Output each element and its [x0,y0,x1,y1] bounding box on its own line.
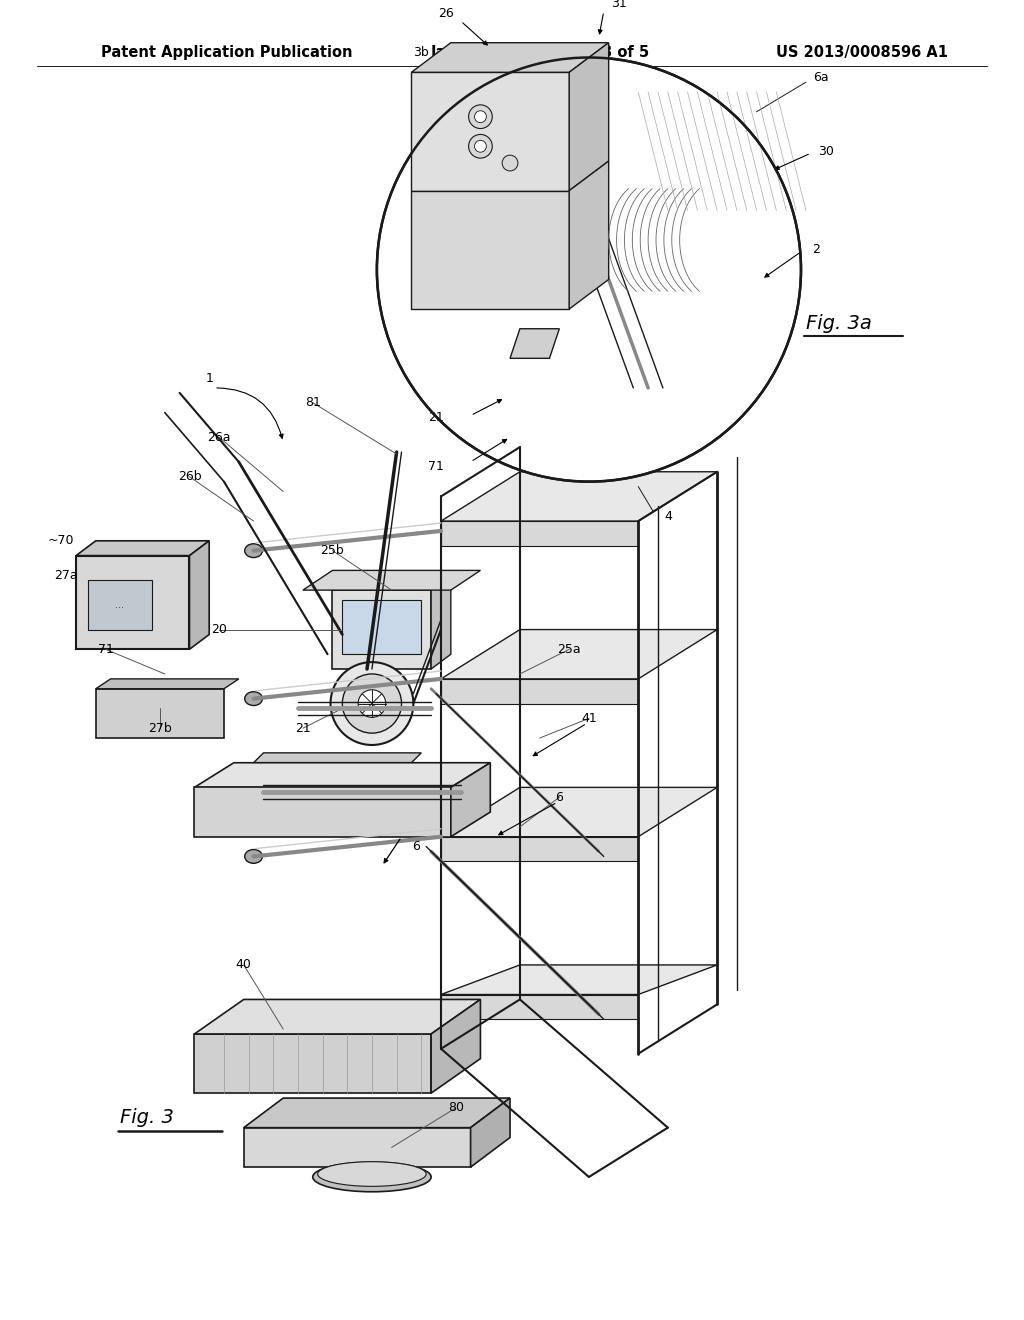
Polygon shape [441,678,638,704]
Polygon shape [441,994,638,1019]
Polygon shape [441,521,638,545]
Text: 71: 71 [428,461,444,474]
Ellipse shape [245,692,262,705]
Text: 21: 21 [428,411,444,424]
Text: 21: 21 [295,722,310,735]
Circle shape [342,675,401,733]
Polygon shape [195,788,451,837]
Text: ...: ... [115,599,124,610]
Polygon shape [441,471,717,521]
Text: ~70: ~70 [48,535,75,548]
Circle shape [474,111,486,123]
Text: 3b: 3b [414,46,429,59]
Text: 31: 31 [610,0,627,9]
Circle shape [502,156,518,170]
Text: 41: 41 [581,711,597,725]
Polygon shape [441,788,717,837]
Text: 2: 2 [812,243,820,256]
Text: 81: 81 [305,396,321,409]
Circle shape [252,780,275,804]
Polygon shape [195,1034,431,1093]
Polygon shape [569,42,608,190]
Text: Patent Application Publication: Patent Application Publication [100,45,352,61]
Polygon shape [244,772,401,807]
Circle shape [474,140,486,152]
Text: 26b: 26b [177,470,202,483]
Polygon shape [431,576,451,669]
Polygon shape [189,541,209,649]
Polygon shape [333,590,431,669]
Polygon shape [441,630,717,678]
Polygon shape [333,576,451,590]
Ellipse shape [245,850,262,863]
Text: US 2013/0008596 A1: US 2013/0008596 A1 [776,45,948,61]
Polygon shape [96,678,239,689]
Ellipse shape [245,544,262,557]
Text: 26a: 26a [207,430,230,444]
Polygon shape [195,999,480,1034]
Text: 6: 6 [555,791,563,804]
Polygon shape [412,73,569,190]
Ellipse shape [317,1162,426,1187]
Circle shape [469,135,493,158]
Polygon shape [342,601,421,655]
Text: Fig. 3: Fig. 3 [121,1109,174,1127]
Polygon shape [471,1098,510,1167]
Polygon shape [244,752,421,772]
Polygon shape [451,763,490,837]
Text: 71: 71 [97,643,114,656]
Circle shape [377,58,801,482]
Bar [88,581,152,630]
Text: 80: 80 [447,1101,464,1114]
Circle shape [469,104,493,128]
Text: 6a: 6a [813,71,828,83]
Polygon shape [303,570,480,590]
Polygon shape [569,161,608,309]
Text: 25b: 25b [321,544,344,557]
Circle shape [331,663,414,744]
Polygon shape [76,541,209,556]
Text: 4: 4 [664,510,672,523]
Text: 25a: 25a [557,643,581,656]
Ellipse shape [312,1162,431,1192]
Text: 27b: 27b [148,722,172,735]
Text: Fig. 3a: Fig. 3a [806,314,871,334]
Polygon shape [510,329,559,358]
Text: Jan. 10, 2013  Sheet 3 of 5: Jan. 10, 2013 Sheet 3 of 5 [431,45,650,61]
Text: 27a: 27a [54,569,78,582]
Text: 40: 40 [236,958,252,972]
Polygon shape [431,999,480,1093]
Polygon shape [96,689,224,738]
Polygon shape [412,42,608,73]
Polygon shape [441,965,717,994]
Text: 30: 30 [818,145,834,157]
Polygon shape [244,1127,471,1167]
Polygon shape [412,190,569,309]
Text: 1: 1 [205,371,213,384]
Text: 6: 6 [413,840,420,853]
Text: 20: 20 [211,623,227,636]
Text: 26: 26 [438,7,454,20]
Polygon shape [195,763,490,788]
FancyBboxPatch shape [76,556,189,649]
Circle shape [358,690,386,717]
Polygon shape [441,837,638,862]
Polygon shape [244,1098,510,1127]
